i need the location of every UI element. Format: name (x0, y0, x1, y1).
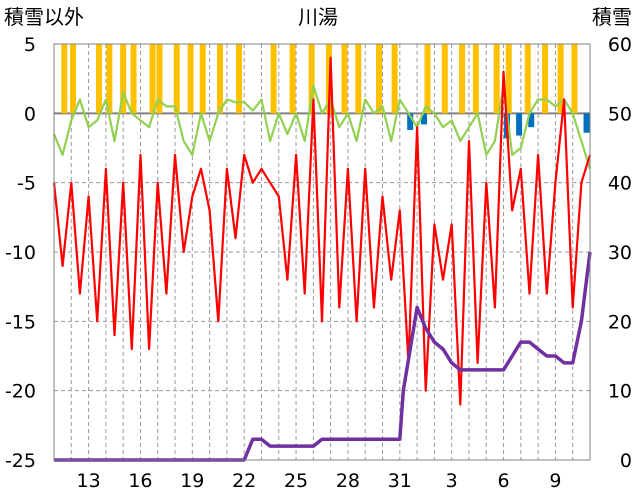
snow_depth-line (54, 251, 592, 462)
y-tick-right-label: 0 (620, 450, 632, 472)
precip-bar (407, 113, 414, 130)
sunshine-bar (308, 44, 315, 114)
sunshine-bar (156, 44, 163, 114)
y-axis-right-label: 積雪 (592, 5, 632, 29)
y-tick-right-label: 30 (608, 242, 632, 264)
line-layer (52, 56, 592, 462)
sunshine-bar (571, 44, 578, 114)
sunshine-bar (149, 44, 156, 114)
sunshine-bar (106, 44, 113, 114)
x-tick-label: 19 (180, 470, 204, 492)
sunshine-bar (376, 44, 383, 114)
sunshine-bar (424, 44, 431, 114)
x-tick-label: 25 (284, 470, 308, 492)
y-axis-left-label: 積雪以外 (4, 5, 84, 29)
sunshine-bar (199, 44, 206, 114)
x-tick-label: 28 (336, 470, 360, 492)
sunshine-bar (441, 44, 448, 114)
sunshine-bar (493, 44, 500, 114)
precip-bar (516, 113, 523, 136)
y-tick-right-label: 60 (608, 34, 632, 56)
y-tick-right-label: 40 (608, 173, 632, 195)
sunshine-bar (61, 44, 68, 114)
y-tick-left-label: -10 (5, 242, 36, 264)
chart-title: 川湯 (298, 5, 338, 29)
y-tick-left-label: -20 (5, 381, 36, 403)
sunshine-bar (391, 44, 398, 114)
x-tick-label: 13 (76, 470, 100, 492)
sunshine-bar (542, 44, 549, 114)
sunshine-bar (70, 44, 77, 114)
plot-frame (53, 43, 591, 461)
chart-grid (54, 44, 590, 460)
sunshine-bar (216, 44, 223, 114)
sunshine-bar (236, 44, 243, 114)
y-tick-left-label: 0 (24, 103, 36, 125)
sunshine-bar (557, 44, 564, 114)
x-tick-label: 22 (232, 470, 256, 492)
sunshine-bar (120, 44, 127, 114)
x-tick-label: 31 (388, 470, 412, 492)
precip-bar (528, 113, 535, 128)
sunshine-bar (472, 44, 479, 114)
sunshine-bar (459, 44, 466, 114)
temp_max-line (52, 84, 592, 170)
x-tick-label: 9 (549, 470, 561, 492)
x-tick-label: 3 (446, 470, 458, 492)
y-tick-right-label: 50 (608, 103, 632, 125)
x-tick-label: 6 (498, 470, 510, 492)
sunshine-bar (187, 44, 194, 114)
sunshine-bar (95, 44, 102, 114)
sunshine-bar (130, 44, 137, 114)
sunshine-bar (173, 44, 180, 114)
sunshine-bar (355, 44, 362, 114)
temp_min-line (52, 56, 592, 406)
bar-layer (61, 44, 590, 139)
y-tick-left-label: 5 (24, 34, 36, 56)
y-tick-left-label: -25 (5, 450, 36, 472)
sunshine-bar (341, 44, 348, 114)
y-tick-right-label: 20 (608, 311, 632, 333)
y-tick-left-label: -5 (17, 173, 36, 195)
sunshine-bar (505, 44, 512, 114)
x-tick-label: 16 (128, 470, 152, 492)
sunshine-bar (524, 44, 531, 114)
precip-bar (421, 113, 428, 125)
y-tick-left-label: -15 (5, 311, 36, 333)
y-tick-right-label: 10 (608, 381, 632, 403)
sunshine-bar (289, 44, 296, 114)
precip-bar (583, 113, 590, 133)
sunshine-bar (270, 44, 277, 114)
